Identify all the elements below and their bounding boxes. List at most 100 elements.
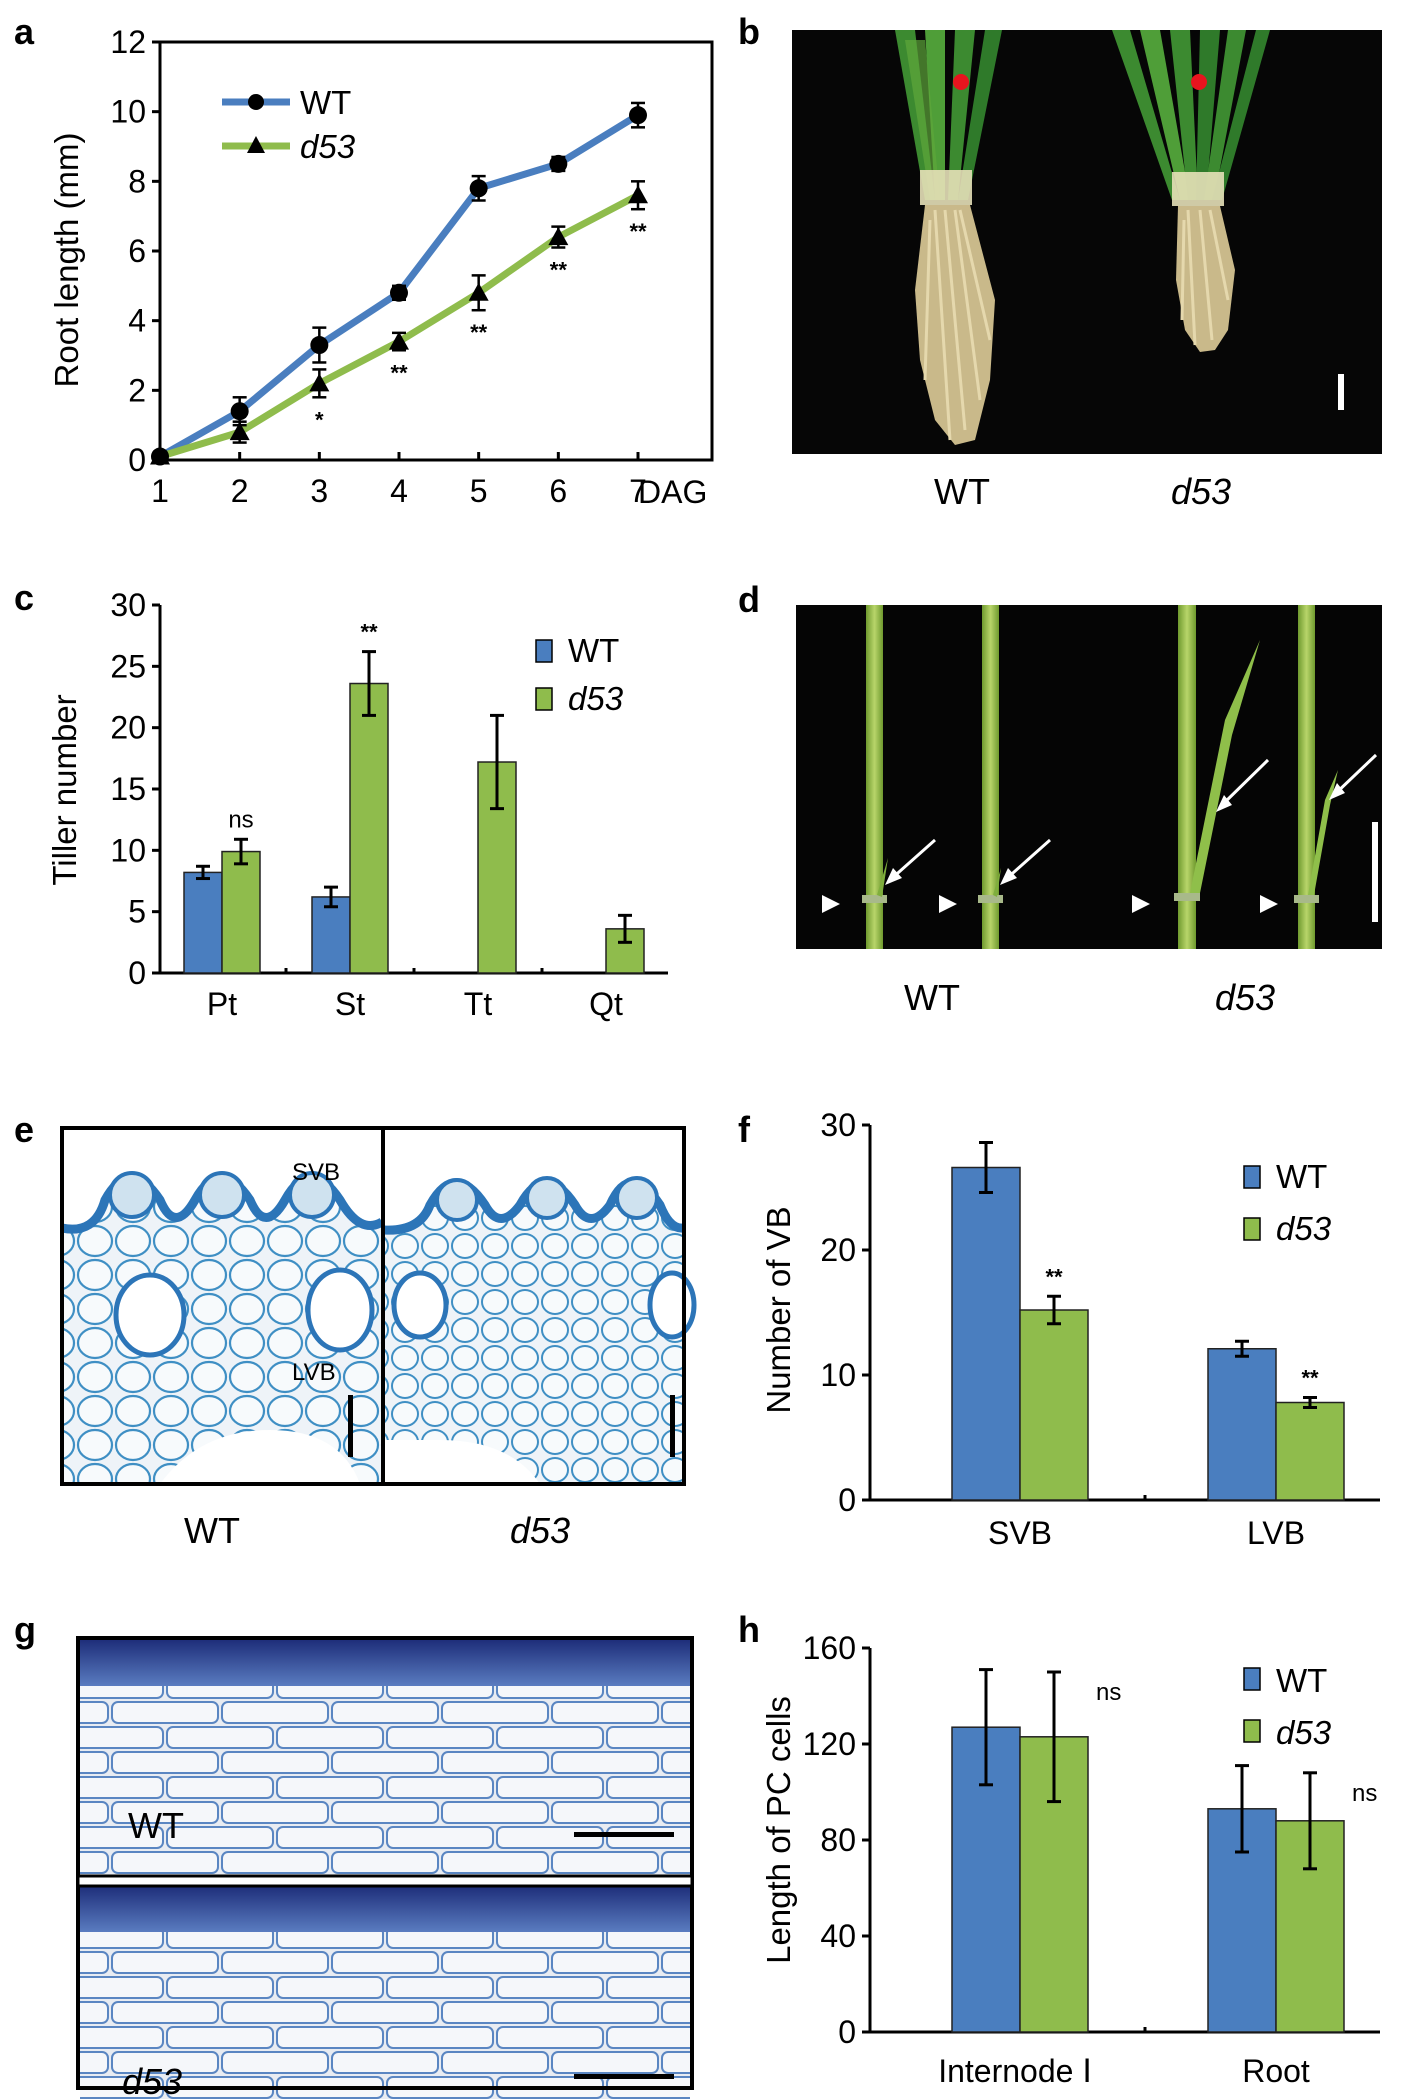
bar-d53 — [349, 682, 389, 974]
panel-d-scale-bar — [1372, 822, 1378, 922]
significance-mark: ** — [470, 320, 488, 345]
bar-d53 — [1019, 1309, 1089, 1501]
panel-c-x-tick-label: Pt — [207, 986, 237, 1022]
panel-h-label: h — [738, 1609, 760, 1650]
panel-c-legend: WT d53 — [535, 632, 624, 717]
panel-e-micrograph: e SVB LVB WT d — [14, 1109, 697, 1551]
data-point-d53 — [309, 373, 330, 392]
panel-h-x-tick-label: Internode Ⅰ — [938, 2053, 1092, 2089]
d53-red-dot-marker — [1191, 74, 1207, 90]
legend-wt-text: WT — [1276, 1662, 1327, 1699]
panel-g-frame — [76, 1636, 694, 2090]
significance-mark: ** — [550, 258, 568, 283]
significance-mark: ** — [390, 360, 408, 385]
panel-a-label: a — [14, 11, 35, 52]
photo-label-lvb: LVB — [292, 1359, 336, 1386]
panel-f-label: f — [738, 1109, 751, 1150]
panel-f-y-tick-label: 10 — [820, 1357, 856, 1393]
panel-f-y-axis-label: Number of VB — [760, 1206, 797, 1413]
legend-wt-text: WT — [1276, 1158, 1327, 1195]
panel-e-label: e — [14, 1109, 34, 1150]
legend-wt-text: WT — [568, 632, 619, 669]
panel-c-y-tick-label: 5 — [128, 894, 146, 930]
panel-c-y-tick-label: 15 — [110, 771, 146, 807]
photo-label-wt: WT — [128, 1805, 184, 1846]
data-point-wt — [549, 154, 568, 173]
bar-wt — [183, 871, 223, 974]
significance-mark: ** — [629, 219, 647, 244]
data-point-d53 — [628, 185, 648, 204]
panel-b-scale-bar — [1338, 374, 1344, 410]
bar-d53 — [1275, 1401, 1345, 1501]
legend-d53-marker — [247, 136, 265, 153]
panel-f-x-tick-label: LVB — [1247, 1515, 1305, 1551]
panel-f-y-tick-label: 0 — [838, 1482, 856, 1518]
panel-c-y-tick-label: 25 — [110, 648, 146, 684]
ns-annotation: ns — [1096, 1679, 1121, 1706]
wt-scale-bar — [574, 1832, 674, 1837]
panel-h-bar-chart: h 0 40 80 120 160 ns ns Internode Ⅰ Root Length… — [738, 1609, 1380, 2089]
photo-label-svb: SVB — [292, 1159, 340, 1186]
significance-mark: ** — [1301, 1366, 1319, 1391]
panel-a-x-tick-label: 3 — [310, 473, 328, 509]
panel-a-y-tick-label: 6 — [128, 233, 146, 269]
panel-f-bar-chart: f 0 10 20 30 ** ** SVB LVB Number of VB WT d53 — [738, 1107, 1380, 1551]
bar-wt — [951, 1166, 1021, 1501]
panel-h-y-axis-label: Length of PC cells — [760, 1696, 797, 1964]
panel-d-caption-d53: d53 — [1215, 977, 1275, 1018]
legend-wt-swatch — [1243, 1165, 1261, 1189]
wt-stem-cross-section: SVB LVB — [61, 1128, 385, 1484]
wt-stem-2-illustration — [939, 605, 1051, 949]
d53-longitudinal-section: d53 — [80, 1886, 690, 2099]
data-point-d53 — [229, 422, 250, 441]
data-point-d53 — [389, 331, 409, 350]
panel-a-legend: WT d53 — [222, 84, 356, 165]
panel-e-frame — [60, 1126, 686, 1486]
data-point-wt — [230, 402, 249, 421]
ns-annotation: ns — [228, 806, 253, 833]
legend-d53-text: d53 — [300, 128, 356, 165]
panel-c-y-tick-label: 0 — [128, 955, 146, 991]
panel-e-caption-d53: d53 — [510, 1510, 570, 1551]
panel-b-photo-background — [792, 30, 1382, 454]
panel-h-x-tick-label: Root — [1242, 2053, 1310, 2089]
panel-c-x-tick-label: Tt — [464, 986, 493, 1022]
panel-a-y-tick-label: 4 — [128, 303, 146, 339]
data-point-wt — [469, 179, 488, 198]
panel-a-y-tick-label: 0 — [128, 442, 146, 478]
panel-a-y-tick-label: 8 — [128, 163, 146, 199]
d53-scale-bar — [670, 1395, 675, 1457]
panel-b-caption-d53: d53 — [1171, 471, 1231, 512]
panel-d-photo-background — [796, 605, 1382, 949]
legend-d53-swatch — [535, 687, 553, 711]
panel-a-x-tick-label: 5 — [470, 473, 488, 509]
panel-a-x-axis-label: DAG — [638, 474, 707, 510]
panel-a-x-tick-label: 2 — [231, 473, 249, 509]
panel-a-y-tick-label: 12 — [110, 24, 146, 60]
panel-c-x-tick-label: St — [335, 986, 365, 1022]
panel-f-legend: WT d53 — [1243, 1158, 1332, 1247]
panel-d-caption-wt: WT — [904, 977, 960, 1018]
panel-g-micrograph: g WT d53 — [14, 1609, 694, 2099]
data-point-wt — [629, 106, 647, 125]
legend-wt-text: WT — [300, 84, 351, 121]
panel-c-x-tick-label: Qt — [589, 986, 623, 1022]
panel-h-y-tick-label: 40 — [820, 1918, 856, 1954]
ns-annotation: ns — [1352, 1780, 1377, 1807]
panel-a-x-tick-label: 6 — [549, 473, 567, 509]
panel-c-bar-chart: c 0 5 10 15 20 25 30 ns ** Pt St Tt Qt Tiller numbe… — [14, 577, 668, 1022]
panel-e-caption-wt: WT — [184, 1510, 240, 1551]
panel-b-caption-wt: WT — [934, 471, 990, 512]
data-point-d53 — [548, 227, 569, 246]
panel-c-label: c — [14, 577, 34, 618]
panel-d-label: d — [738, 579, 760, 620]
d53-stem-cross-section — [383, 1128, 697, 1484]
panel-a-x-tick-label: 1 — [151, 473, 169, 509]
wt-red-dot-marker — [953, 74, 969, 90]
panel-b-photo: b WT d53 — [738, 11, 1382, 512]
legend-d53-text: d53 — [1276, 1714, 1332, 1751]
panel-g-label: g — [14, 1609, 36, 1650]
panel-h-y-tick-label: 120 — [803, 1726, 856, 1762]
